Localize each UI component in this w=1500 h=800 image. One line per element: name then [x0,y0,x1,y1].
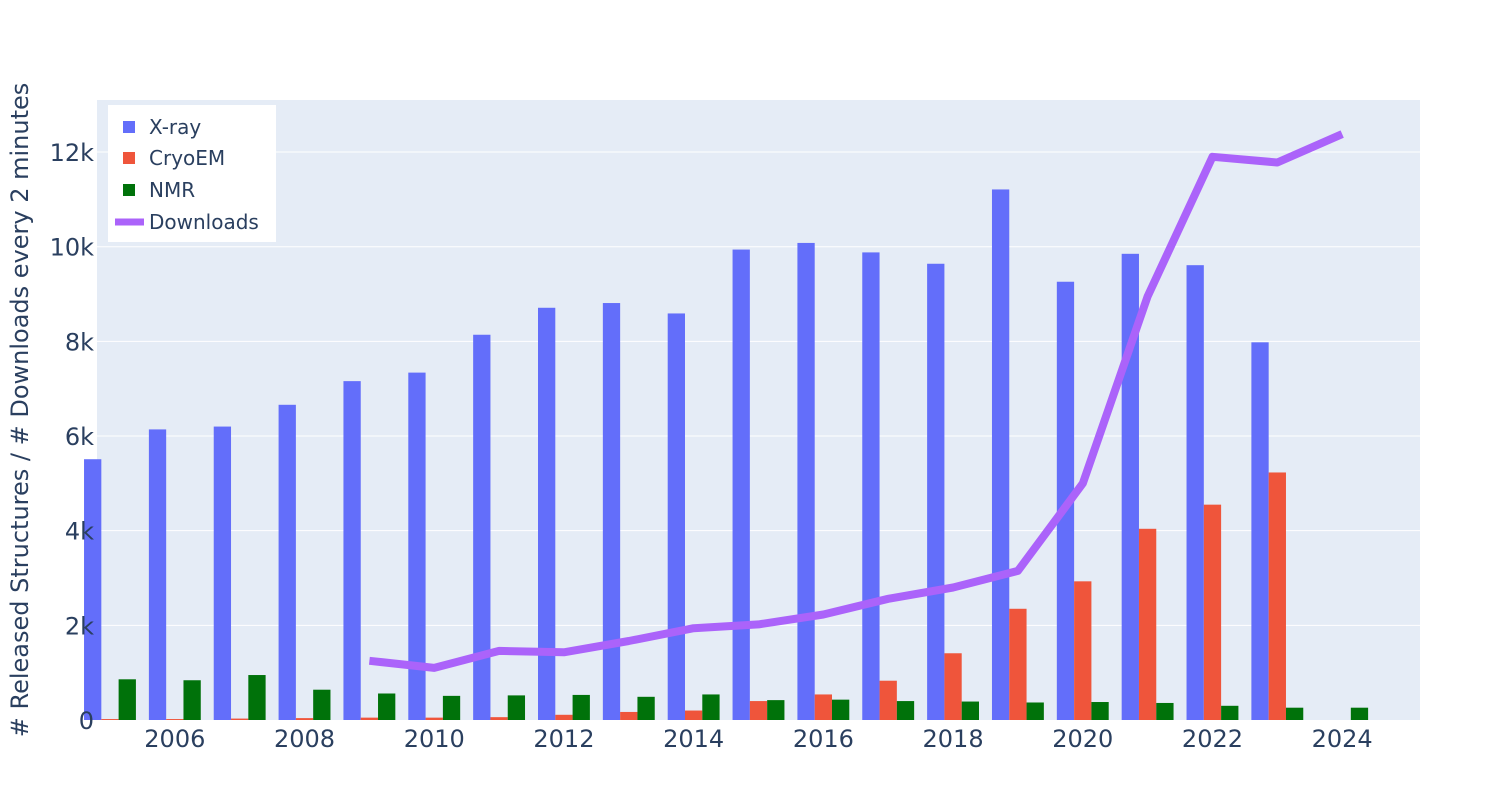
bar-nmr-2019 [1026,702,1044,720]
bar-xray-2008 [278,404,296,720]
bar-cryoem-2014 [685,710,703,720]
bar-xray-2023 [1251,342,1269,720]
bar-nmr-2007 [248,675,266,720]
y-axis-label: # Released Structures / # Downloads ever… [6,83,34,738]
bar-nmr-2009 [378,693,396,720]
bar-xray-2013 [602,303,621,720]
downloads-line-group [368,130,1344,672]
bar-xray-2012 [538,307,556,720]
y-tick-label: 8k [65,328,94,356]
x-tick-label: 2012 [533,725,594,753]
y-tick-label: 10k [50,234,95,262]
bar-nmr-2023 [1285,707,1304,720]
bar-cryoem-2020 [1074,581,1092,720]
bar-cryoem-2019 [1009,608,1027,720]
bar-nmr-2005 [118,679,136,720]
x-tick-label: 2016 [793,725,854,753]
bar-xray-2018 [927,263,945,720]
y-tick-label: 6k [65,423,94,451]
bar-xray-2017 [862,252,880,720]
bar-cryoem-2023 [1268,472,1286,720]
x-tick-label: 2014 [663,725,724,753]
bar-xray-2015 [732,249,750,720]
x-tick-label: 2022 [1182,725,1243,753]
legend-label-cryoem: CryoEM [149,146,225,170]
legend-swatch-nmr [123,184,135,196]
bar-xray-2016 [797,242,815,720]
bar-xray-2005 [84,459,102,720]
legend-swatch-xray [123,121,135,133]
bar-cryoem-2005 [101,719,119,720]
bar-nmr-2011 [507,695,526,720]
bar-cryoem-2015 [749,701,768,720]
x-tick-label: 2020 [1052,725,1113,753]
y-axis: 0 2k 4k 6k 8k 10k 12k [50,139,95,735]
legend-label-downloads: Downloads [149,210,259,234]
bar-cryoem-2017 [879,680,897,720]
downloads-line [368,130,1344,672]
x-tick-label: 2010 [404,725,465,753]
y-tick-label: 4k [65,518,94,546]
x-tick-label: 2024 [1312,725,1373,753]
bar-nmr-2014 [702,694,720,720]
bar-nmr-2017 [896,701,915,720]
bar-cryoem-2018 [944,653,962,720]
bar-cryoem-2010 [425,717,443,720]
bar-cryoem-2008 [295,718,314,720]
bar-nmr-2013 [637,696,655,720]
bar-nmr-2006 [183,680,201,720]
bar-nmr-2008 [313,689,331,720]
x-axis: 2006 2008 2010 2012 2014 2016 2018 2020 2022 2024 [144,725,1372,753]
x-tick-label: 2006 [144,725,205,753]
bar-xray-2010 [408,372,426,720]
x-tick-label: 2008 [274,725,335,753]
bar-nmr-2015 [767,700,785,720]
y-tick-label: 0 [79,707,94,735]
bar-nmr-2012 [572,694,590,720]
bar-nmr-2018 [961,701,979,720]
bar-cryoem-2021 [1138,528,1157,720]
legend: X-ray CryoEM NMR Downloads [108,105,276,242]
gridlines [97,151,1420,626]
bar-nmr-2020 [1091,702,1109,720]
bar-xray-2006 [148,429,167,720]
bar-xray-2014 [667,313,685,720]
bar-xray-2011 [473,334,491,720]
legend-swatch-cryoem [123,152,135,164]
bar-xray-2022 [1186,265,1204,720]
bar-xray-2007 [213,426,232,720]
bar-cryoem-2006 [166,719,184,720]
bar-xray-2019 [991,189,1010,720]
bar-cryoem-2012 [555,714,573,720]
bar-nmr-2022 [1221,705,1239,720]
bar-cryoem-2013 [620,711,638,720]
bar-nmr-2024 [1350,707,1369,720]
bar-nmr-2016 [832,699,850,720]
legend-label-xray: X-ray [149,115,201,139]
bar-nmr-2010 [442,695,461,720]
bar-cryoem-2011 [490,717,508,720]
bar-cryoem-2022 [1203,504,1222,720]
y-tick-label: 2k [65,612,94,640]
bar-cryoem-2009 [360,717,379,720]
legend-label-nmr: NMR [149,178,195,202]
y-tick-label: 12k [50,139,95,167]
bar-cryoem-2007 [231,718,249,720]
x-tick-label: 2018 [923,725,984,753]
bar-cryoem-2016 [814,694,832,720]
bar-xray-2009 [343,381,361,720]
bar-nmr-2021 [1156,702,1174,720]
